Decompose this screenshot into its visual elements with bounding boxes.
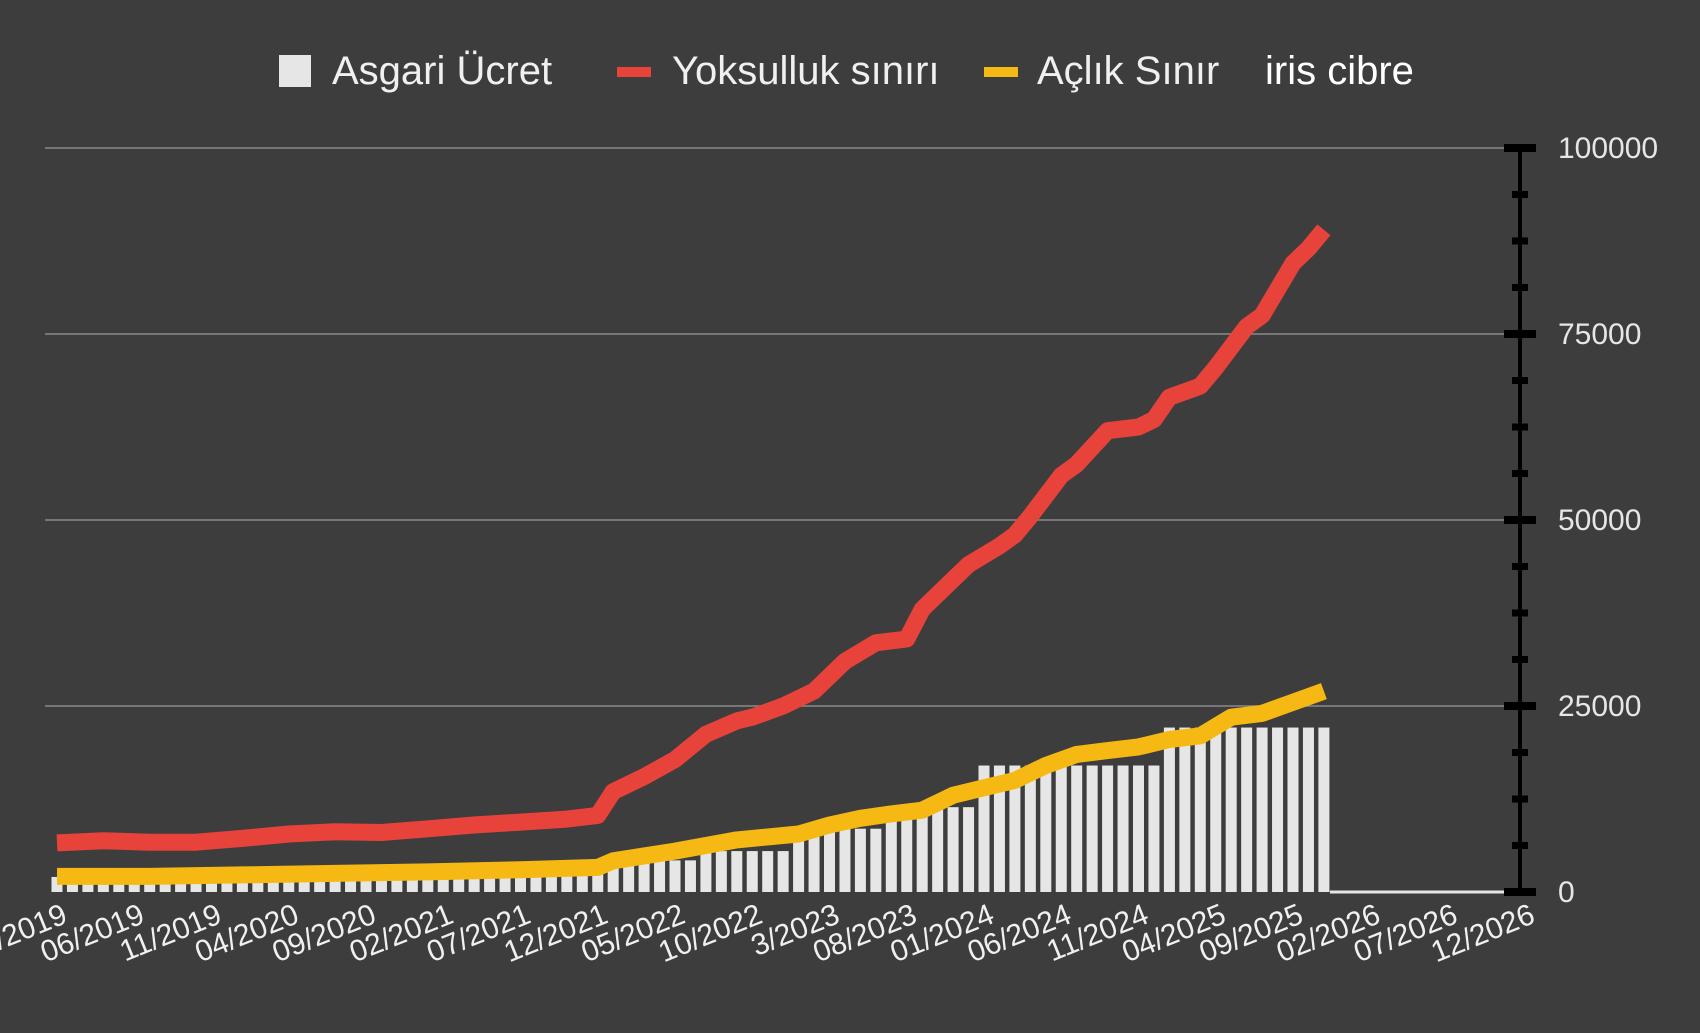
y-tick-label: 75000 (1558, 318, 1641, 351)
asgari-ucret-bar (700, 851, 712, 892)
asgari-ucret-bar (1055, 765, 1067, 892)
asgari-ucret-bar (1302, 727, 1314, 892)
asgari-ucret-bar (592, 870, 604, 892)
asgari-ucret-bar (1071, 765, 1083, 892)
asgari-ucret-bar (406, 874, 418, 892)
asgari-ucret-bar (623, 860, 635, 892)
asgari-ucret-bar (1256, 727, 1268, 892)
asgari-ucret-bar (762, 851, 774, 892)
asgari-ucret-bar (1117, 765, 1129, 892)
legend-swatch-yoksulluk (617, 67, 651, 77)
legend-label-asgari-ucret: Asgari Ücret (332, 49, 552, 93)
asgari-ucret-bar (484, 870, 496, 892)
asgari-ucret-bar (978, 765, 990, 892)
asgari-ucret-bar (1102, 765, 1114, 892)
asgari-ucret-bar (468, 870, 480, 892)
asgari-ucret-bar (190, 876, 202, 892)
y-tick-label: 100000 (1558, 132, 1658, 165)
asgari-ucret-bar (684, 860, 696, 892)
asgari-ucret-bar (1241, 727, 1253, 892)
asgari-ucret-bar (607, 860, 619, 892)
asgari-ucret-bar (360, 874, 372, 892)
asgari-ucret-bar (375, 874, 387, 892)
asgari-ucret-bar (298, 874, 310, 892)
asgari-ucret-bar (793, 828, 805, 892)
legend-swatch-asgari-ucret (279, 55, 311, 87)
asgari-ucret-bar (947, 807, 959, 892)
asgari-ucret-bar (1040, 765, 1052, 892)
asgari-ucret-bar (1210, 727, 1222, 892)
asgari-ucret-bar (715, 851, 727, 892)
asgari-ucret-bar (453, 870, 465, 892)
asgari-ucret-bar (839, 828, 851, 892)
asgari-ucret-bar (901, 807, 913, 892)
asgari-ucret-bar (870, 828, 882, 892)
legend-label-yoksulluk: Yoksulluk sınırı (672, 49, 940, 93)
asgari-ucret-bar (885, 807, 897, 892)
asgari-ucret-bar (993, 765, 1005, 892)
x-axis-tick-labels: 01/201906/201911/201904/202009/202002/20… (0, 898, 1539, 969)
legend-label-iris-cibre: iris cibre (1265, 49, 1414, 93)
legend-label-aclik: Açlık Sınır (1037, 49, 1219, 93)
y-tick-label: 25000 (1558, 690, 1641, 723)
asgari-ucret-bar (1148, 765, 1160, 892)
asgari-ucret-bar (391, 874, 403, 892)
asgari-ucret-bar (638, 860, 650, 892)
gridlines (45, 147, 1520, 707)
asgari-ucret-bar (314, 874, 326, 892)
asgari-ucret-bar (329, 874, 341, 892)
y-tick-label: 0 (1558, 876, 1575, 909)
asgari-ucret-bar (221, 876, 233, 892)
asgari-ucret-bar (422, 870, 434, 892)
asgari-ucret-bar (746, 851, 758, 892)
aclik-sinir-line (57, 683, 1327, 885)
asgari-ucret-bar (963, 807, 975, 892)
asgari-ucret-bar (824, 828, 835, 892)
asgari-ucret-bar (206, 876, 217, 892)
asgari-ucret-bar (1133, 765, 1144, 892)
asgari-ucret-bar (267, 874, 279, 892)
asgari-ucret-bar (654, 860, 666, 892)
asgari-ucret-bar (530, 870, 542, 892)
legend-swatch-aclik (984, 67, 1018, 77)
asgari-ucret-bar (916, 807, 928, 892)
asgari-ucret-bar (1287, 727, 1299, 892)
asgari-ucret-bar (1163, 727, 1175, 892)
asgari-ucret-bar (1086, 765, 1098, 892)
asgari-ucret-bar (345, 874, 357, 892)
asgari-ucret-bar (1225, 727, 1237, 892)
asgari-ucret-bar (1024, 765, 1036, 892)
asgari-ucret-bar (1179, 727, 1191, 892)
asgari-ucret-bar (854, 828, 866, 892)
series-lines (56, 224, 1331, 885)
asgari-ucret-bar (1318, 727, 1330, 892)
asgari-ucret-bar (777, 851, 789, 892)
yoksulluk-siniri-line (56, 224, 1331, 852)
asgari-ucret-bar (1009, 765, 1021, 892)
asgari-ucret-bar (175, 876, 187, 892)
asgari-ucret-bar (252, 874, 264, 892)
asgari-ucret-bar (283, 874, 295, 892)
asgari-ucret-bars (51, 727, 1510, 894)
asgari-ucret-bar (731, 851, 743, 892)
asgari-ucret-bar (561, 870, 573, 892)
asgari-ucret-bar (1272, 727, 1284, 892)
asgari-ucret-bar (437, 870, 449, 892)
asgari-ucret-bar (932, 807, 944, 892)
asgari-ucret-bar (545, 870, 557, 892)
asgari-ucret-bar (499, 870, 511, 892)
legend: Asgari Ücret Yoksulluk sınırı Açlık Sınır i… (279, 49, 1414, 93)
y-axis: 100000 75000 50000 25000 0 (1504, 132, 1658, 909)
y-tick-label: 50000 (1558, 504, 1641, 537)
asgari-ucret-bar (515, 870, 526, 892)
asgari-ucret-bar (669, 860, 681, 892)
asgari-ucret-bar (1194, 727, 1206, 892)
asgari-ucret-bar (808, 828, 820, 892)
asgari-ucret-bar (576, 870, 588, 892)
